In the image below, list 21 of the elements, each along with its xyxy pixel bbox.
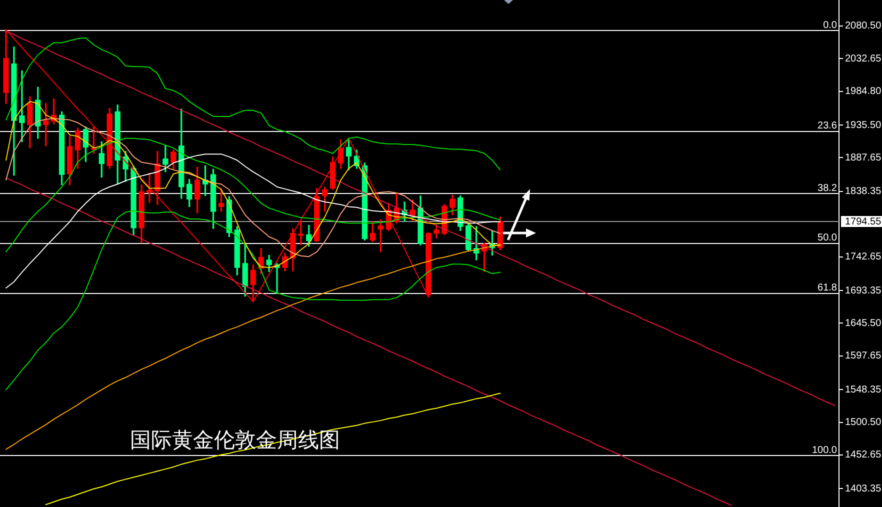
annotation: 100.0 [812, 445, 838, 456]
y-tick-label: 1935.50 [845, 120, 882, 131]
annotation: 50.0 [818, 232, 838, 244]
y-tick-label: 2080.50 [845, 20, 882, 32]
annotation: 23.6 [818, 120, 838, 132]
annotation: 61.8 [818, 282, 838, 294]
y-tick-label: 1887.65 [845, 152, 882, 164]
y-tick-label: 1597.65 [845, 350, 882, 362]
y-tick-label: 1984.80 [845, 86, 882, 98]
y-tick-label: 1742.65 [845, 252, 882, 263]
ref-line-label: 1794.55 [845, 216, 882, 228]
y-tick-label: 1693.35 [845, 285, 882, 296]
y-tick-label: 1403.35 [845, 483, 882, 494]
y-tick-label: 1645.50 [845, 318, 882, 329]
y-tick-label: 2032.65 [845, 53, 882, 64]
y-tick-label: 1452.65 [845, 450, 882, 461]
annotation: 38.2 [818, 182, 838, 194]
y-tick-label: 1500.50 [845, 417, 882, 428]
y-tick-label: 1838.35 [845, 186, 882, 198]
annotation: 0.0 [823, 20, 838, 32]
y-tick-label: 1548.35 [845, 384, 882, 396]
